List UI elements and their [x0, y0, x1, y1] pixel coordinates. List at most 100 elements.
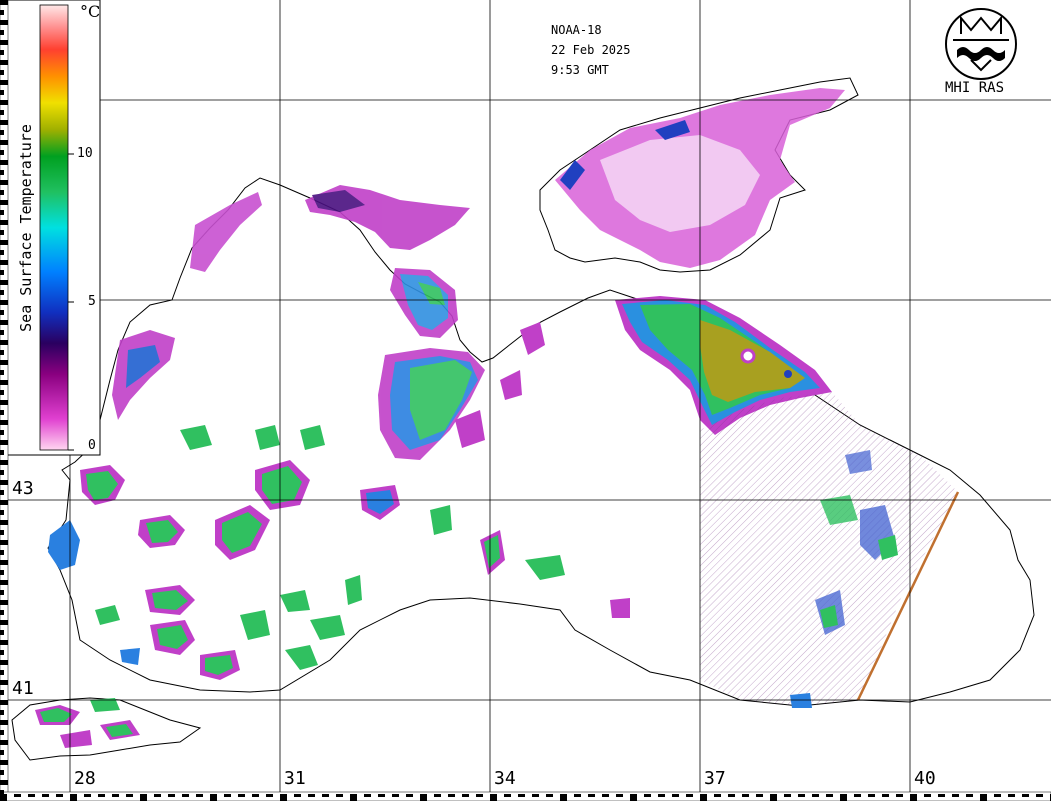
- ruler-tick: [630, 794, 637, 801]
- colorbar-unit: °C: [80, 2, 101, 21]
- ruler-tick: [0, 160, 8, 165]
- ruler-tick: [616, 794, 623, 797]
- ruler-tick: [0, 620, 8, 625]
- ruler-tick: [910, 794, 917, 801]
- colorbar-tick-5: 5: [88, 294, 96, 309]
- ruler-tick: [168, 794, 175, 797]
- sst-patches-cold: [112, 185, 485, 460]
- ruler-tick: [0, 610, 4, 615]
- ruler-tick: [756, 794, 763, 797]
- colorbar: [0, 0, 101, 456]
- ruler-tick: [826, 794, 833, 797]
- ruler-tick: [392, 794, 399, 797]
- ruler-tick: [98, 794, 105, 797]
- ruler-tick: [0, 710, 4, 715]
- ruler-tick: [0, 780, 8, 785]
- ruler-tick: [182, 794, 189, 797]
- ruler-tick: [0, 640, 8, 645]
- ruler-tick: [700, 794, 707, 801]
- ruler-tick: [0, 170, 4, 175]
- ruler-tick: [0, 650, 4, 655]
- longitude-label-40: 40: [914, 768, 936, 789]
- ruler-tick: [0, 380, 8, 385]
- ruler-tick: [0, 590, 4, 595]
- ruler-tick: [546, 794, 553, 797]
- ruler-tick: [112, 794, 119, 797]
- ruler-tick: [0, 794, 7, 801]
- ruler-tick: [0, 470, 4, 475]
- ruler-tick: [588, 794, 595, 797]
- ruler-tick: [42, 794, 49, 797]
- ruler-tick: [490, 794, 497, 801]
- ruler-tick: [0, 490, 4, 495]
- ruler-tick: [126, 794, 133, 797]
- ruler-tick: [0, 260, 8, 265]
- ruler-tick: [770, 794, 777, 801]
- ruler-tick: [0, 200, 8, 205]
- ruler-tick: [854, 794, 861, 797]
- ruler-tick: [0, 390, 4, 395]
- ruler-tick: [0, 510, 4, 515]
- longitude-label-37: 37: [704, 768, 726, 789]
- marmara-sst: [35, 698, 140, 748]
- ruler-tick: [378, 794, 385, 797]
- colorbar-title: Sea Surface Temperature: [17, 124, 35, 332]
- ruler-tick: [0, 120, 8, 125]
- ruler-tick: [0, 0, 8, 5]
- ruler-tick: [0, 110, 4, 115]
- time-label: 9:53 GMT: [551, 63, 609, 77]
- ruler-tick: [0, 680, 8, 685]
- ruler-tick: [14, 794, 21, 797]
- ruler-tick: [980, 794, 987, 801]
- longitude-label-34: 34: [494, 768, 516, 789]
- ruler-tick: [560, 794, 567, 801]
- ruler-tick: [728, 794, 735, 797]
- sst-scattered-patches: [48, 322, 630, 680]
- ruler-tick: [0, 60, 8, 65]
- ruler-tick: [0, 760, 8, 765]
- ruler-tick: [0, 80, 8, 85]
- ruler-tick: [0, 270, 4, 275]
- ruler-tick: [0, 280, 8, 285]
- date-label: 22 Feb 2025: [551, 43, 631, 57]
- ruler-tick: [196, 794, 203, 797]
- ruler-tick: [0, 220, 8, 225]
- ruler-tick: [0, 300, 8, 305]
- ruler-tick: [686, 794, 693, 797]
- ruler-tick: [0, 770, 4, 775]
- ruler-tick: [532, 794, 539, 797]
- ruler-tick: [406, 794, 413, 797]
- colorbar-tick-10: 10: [77, 146, 93, 161]
- ruler-tick: [56, 794, 63, 797]
- ruler-tick: [70, 794, 77, 801]
- ruler-tick: [0, 480, 8, 485]
- ruler-tick: [868, 794, 875, 797]
- ruler-tick: [518, 794, 525, 797]
- ruler-tick: [0, 250, 4, 255]
- ruler-tick: [224, 794, 231, 797]
- ruler-tick: [0, 130, 4, 135]
- ruler-tick: [0, 10, 4, 15]
- ruler-tick: [0, 740, 8, 745]
- ruler-tick: [210, 794, 217, 801]
- ruler-tick: [602, 794, 609, 797]
- latitude-label-41: 41: [12, 678, 34, 699]
- black-sea: [11, 77, 1035, 761]
- ruler-tick: [658, 794, 665, 797]
- ruler-tick: [266, 794, 273, 797]
- longitude-label-28: 28: [74, 768, 96, 789]
- ruler-tick: [0, 530, 4, 535]
- ruler-tick: [938, 794, 945, 797]
- ruler-tick: [0, 50, 4, 55]
- ruler-tick: [0, 410, 4, 415]
- ruler-tick: [0, 560, 8, 565]
- ruler-tick: [0, 550, 4, 555]
- ruler-tick: [0, 430, 4, 435]
- ruler-tick: [336, 794, 343, 797]
- ruler-tick: [644, 794, 651, 797]
- ruler-tick: [0, 670, 4, 675]
- ruler-tick: [0, 420, 8, 425]
- ruler-tick: [0, 190, 4, 195]
- ruler-tick: [784, 794, 791, 797]
- ruler-tick: [798, 794, 805, 797]
